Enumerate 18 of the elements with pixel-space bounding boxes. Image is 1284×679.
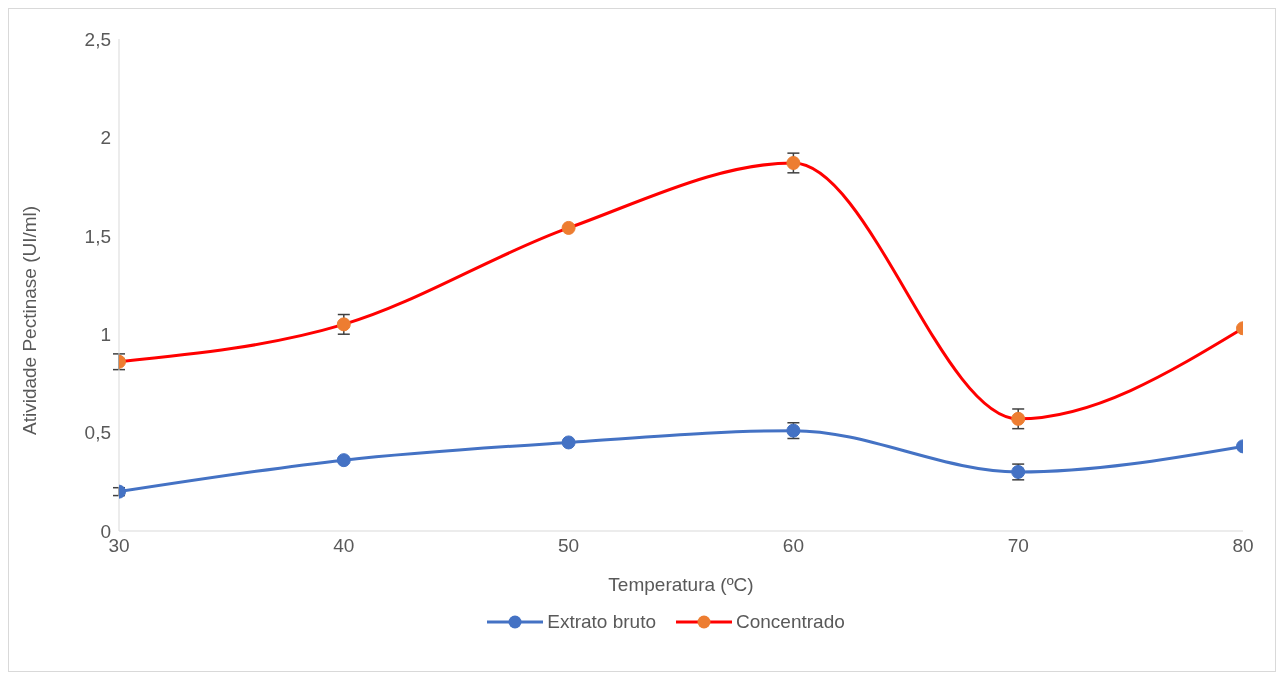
point — [786, 155, 801, 170]
y-tick-label: 2,5 — [84, 28, 111, 50]
x-axis-title: Temperatura (ºC) — [608, 574, 754, 595]
x-tick-label: 70 — [1007, 535, 1029, 557]
y-axis-title: Atividade Pectinase (UI/ml) — [18, 205, 40, 435]
legend-label: Concentrado — [735, 611, 845, 633]
y-tick-label: 0 — [100, 520, 111, 542]
point — [561, 435, 576, 450]
x-tick-label: 80 — [1232, 535, 1254, 557]
y-tick-label: 2 — [100, 127, 111, 149]
point — [561, 220, 576, 235]
legend-label: Extrato bruto — [547, 611, 656, 633]
y-tick-label: 1,5 — [84, 225, 111, 247]
y-tick-label: 0,5 — [84, 422, 111, 444]
x-tick-label: 60 — [782, 535, 804, 557]
x-tick-label: 40 — [333, 535, 355, 557]
x-tick-label: 50 — [558, 535, 580, 557]
y-tick-label: 1 — [100, 323, 111, 345]
